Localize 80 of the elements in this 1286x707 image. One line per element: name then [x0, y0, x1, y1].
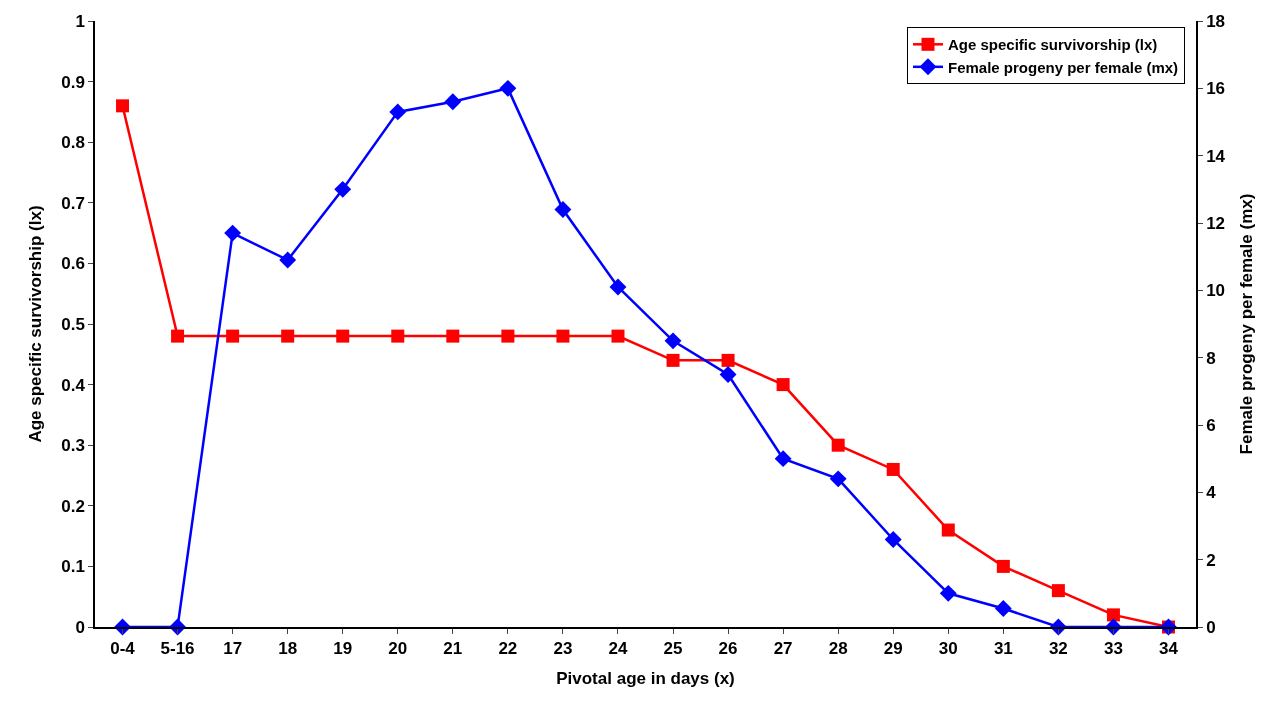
x-tick-label: 22	[498, 639, 518, 659]
x-tick-label: 17	[223, 639, 243, 659]
x-tick-label: 33	[1103, 639, 1123, 659]
legend-label: Age specific survivorship (lx)	[947, 36, 1158, 54]
y-tick-label: 0	[75, 617, 85, 637]
point	[609, 278, 627, 296]
y-axis-title: Age specific survivorship (lx)	[26, 205, 46, 443]
point	[334, 180, 352, 198]
x-tick-label: 26	[718, 639, 738, 659]
point	[1106, 608, 1120, 622]
y-tick-label: 0.1	[61, 557, 85, 577]
x-tick-label: 31	[993, 639, 1013, 659]
point	[1051, 584, 1065, 598]
point	[444, 93, 462, 111]
y2-tick-label: 14	[1206, 146, 1226, 166]
point	[664, 332, 682, 350]
point	[829, 470, 847, 488]
legend-label: Female progeny per female (mx)	[947, 58, 1179, 76]
y2-tick-label: 18	[1206, 11, 1226, 31]
point	[499, 79, 517, 97]
y2-tick-label: 6	[1206, 415, 1216, 435]
point	[279, 251, 297, 269]
y2-tick-label: 10	[1206, 281, 1226, 301]
x-tick-label: 21	[443, 639, 463, 659]
x-tick-label: 23	[553, 639, 573, 659]
point	[776, 378, 790, 392]
y2-tick-label: 8	[1206, 348, 1216, 368]
point	[884, 531, 902, 548]
y-tick-label: 0.8	[61, 133, 85, 153]
y-tick-label: 0.7	[61, 193, 85, 213]
x-tick-label: 20	[388, 639, 408, 659]
y2-tick-label: 16	[1206, 79, 1226, 99]
y-tick-label: 0.6	[61, 254, 85, 274]
point	[666, 353, 680, 367]
y2-tick-label: 2	[1206, 550, 1216, 570]
point	[939, 584, 957, 602]
y-tick-label: 0.3	[61, 436, 85, 456]
point	[446, 329, 460, 343]
x-tick-label: 34	[1159, 639, 1179, 659]
point	[171, 329, 185, 343]
x-tick-label: 18	[278, 639, 298, 659]
x-tick-label: 5-16	[160, 639, 195, 659]
x-tick-label: 29	[883, 639, 903, 659]
y-tick-label: 0.2	[61, 496, 85, 516]
point	[389, 103, 407, 121]
y-tick-label: 0.9	[61, 72, 85, 92]
point	[391, 329, 405, 343]
point	[721, 353, 735, 367]
x-tick-label: 28	[828, 639, 848, 659]
point	[554, 201, 572, 218]
x-tick-label: 30	[938, 639, 958, 659]
point	[719, 366, 737, 383]
y2-tick-label: 4	[1206, 483, 1217, 503]
point	[774, 450, 792, 468]
y-tick-label: 1	[75, 11, 85, 31]
point	[116, 99, 130, 113]
point	[994, 600, 1012, 617]
x-axis-title: Pivotal age in days (x)	[556, 669, 735, 689]
x-tick-label: 19	[333, 639, 353, 659]
point	[501, 329, 515, 343]
y2-tick-label: 0	[1206, 617, 1216, 637]
point	[224, 224, 242, 242]
point	[611, 329, 625, 343]
point	[336, 329, 350, 343]
y-tick-label: 0.4	[61, 375, 86, 395]
point	[886, 462, 900, 476]
x-tick-label: 32	[1048, 639, 1068, 659]
x-tick-label: 0-4	[110, 639, 136, 659]
x-tick-label: 24	[608, 639, 628, 659]
point	[281, 329, 295, 343]
point	[831, 438, 845, 452]
point	[941, 523, 955, 537]
point	[996, 559, 1010, 573]
y2-tick-label: 12	[1206, 213, 1226, 233]
point	[226, 329, 240, 343]
x-tick-label: 25	[663, 639, 683, 659]
y2-axis-title: Female progeny per female (mx)	[1236, 193, 1256, 455]
point	[556, 329, 570, 343]
y-tick-label: 0.5	[61, 314, 85, 334]
x-tick-label: 27	[773, 639, 793, 659]
